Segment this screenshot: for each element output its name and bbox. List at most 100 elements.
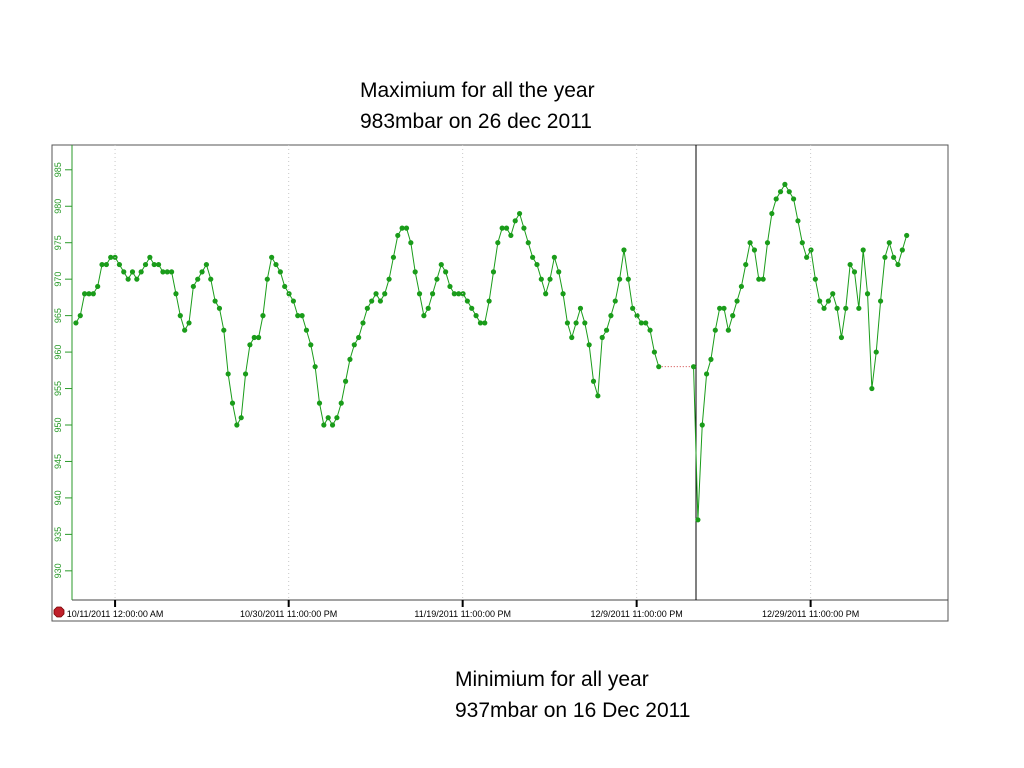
data-point bbox=[260, 313, 266, 319]
data-point bbox=[299, 313, 305, 319]
y-tick-label: 965 bbox=[53, 308, 63, 323]
data-point bbox=[408, 240, 414, 246]
x-tick-label: 12/9/2011 11:00:00 PM bbox=[591, 609, 683, 619]
data-point bbox=[155, 261, 162, 268]
data-point bbox=[86, 291, 92, 297]
data-point bbox=[882, 254, 888, 260]
data-point bbox=[164, 269, 170, 275]
data-point bbox=[869, 385, 875, 392]
data-point bbox=[625, 276, 631, 282]
data-point bbox=[843, 305, 849, 311]
data-point bbox=[364, 305, 370, 311]
data-point bbox=[351, 342, 357, 348]
data-point bbox=[177, 313, 183, 319]
data-point bbox=[186, 320, 192, 326]
y-tick-label: 960 bbox=[53, 345, 63, 360]
data-point bbox=[77, 313, 83, 319]
data-point bbox=[556, 269, 562, 275]
data-point bbox=[456, 291, 462, 297]
data-point bbox=[325, 415, 331, 421]
data-point bbox=[773, 196, 779, 202]
data-point bbox=[134, 276, 140, 282]
y-tick-label: 950 bbox=[53, 417, 63, 432]
data-point bbox=[712, 327, 718, 333]
data-point bbox=[643, 320, 649, 326]
data-point bbox=[216, 305, 223, 311]
data-point bbox=[142, 261, 149, 268]
data-point bbox=[477, 320, 484, 326]
data-point bbox=[434, 276, 440, 282]
data-point bbox=[95, 283, 101, 290]
data-point bbox=[512, 218, 518, 224]
data-point bbox=[508, 232, 514, 239]
data-point bbox=[264, 276, 270, 282]
data-point bbox=[377, 298, 383, 304]
x-tick-label: 10/11/2011 12:00:00 AM bbox=[67, 609, 164, 619]
data-point bbox=[608, 313, 614, 319]
data-point bbox=[356, 334, 362, 341]
data-point bbox=[447, 283, 453, 290]
annotation: Minimium for all year bbox=[455, 668, 649, 691]
data-point bbox=[308, 342, 314, 348]
data-point bbox=[160, 269, 166, 275]
data-point bbox=[121, 269, 127, 275]
data-point bbox=[195, 276, 201, 282]
data-point bbox=[725, 327, 731, 333]
data-point bbox=[864, 291, 871, 297]
data-point bbox=[690, 364, 697, 370]
data-point bbox=[782, 181, 788, 187]
data-point bbox=[290, 298, 296, 304]
data-point bbox=[560, 291, 566, 297]
data-point bbox=[656, 364, 662, 370]
data-point bbox=[316, 400, 323, 406]
data-point bbox=[312, 364, 318, 370]
data-point bbox=[764, 240, 771, 246]
y-tick-label: 985 bbox=[53, 162, 63, 177]
annotation: 983mbar on 26 dec 2011 bbox=[360, 110, 592, 133]
data-point bbox=[891, 254, 897, 260]
data-point bbox=[525, 240, 531, 246]
data-point bbox=[838, 334, 845, 341]
data-point bbox=[530, 254, 536, 260]
data-point bbox=[860, 247, 866, 253]
data-point bbox=[904, 232, 910, 239]
data-point bbox=[817, 298, 823, 304]
data-point bbox=[73, 320, 79, 326]
data-point bbox=[804, 254, 810, 260]
data-point bbox=[382, 291, 388, 297]
data-point bbox=[129, 269, 136, 275]
data-point bbox=[830, 291, 836, 297]
data-point bbox=[303, 327, 310, 333]
data-point bbox=[777, 189, 784, 195]
data-point bbox=[630, 305, 636, 311]
data-point bbox=[273, 261, 279, 268]
data-point bbox=[490, 269, 497, 275]
data-point bbox=[138, 269, 144, 275]
data-point bbox=[221, 327, 227, 333]
annotation: 937mbar on 16 Dec 2011 bbox=[455, 699, 690, 722]
data-point bbox=[390, 254, 397, 260]
data-point bbox=[821, 305, 827, 311]
data-point bbox=[899, 247, 905, 253]
data-point bbox=[569, 334, 575, 341]
data-point bbox=[225, 371, 231, 377]
data-point bbox=[856, 305, 862, 311]
data-point bbox=[329, 422, 336, 428]
data-point bbox=[851, 269, 858, 275]
data-point bbox=[242, 371, 249, 377]
data-point bbox=[169, 269, 175, 275]
data-point bbox=[708, 356, 714, 362]
data-point bbox=[277, 269, 283, 275]
data-point bbox=[208, 276, 214, 282]
data-point bbox=[551, 254, 557, 260]
y-tick-label: 935 bbox=[53, 527, 63, 542]
data-point bbox=[360, 320, 366, 326]
data-point bbox=[386, 276, 392, 282]
data-point bbox=[469, 305, 475, 311]
data-point bbox=[90, 291, 96, 297]
data-point bbox=[538, 276, 544, 282]
data-point bbox=[717, 305, 723, 311]
data-point bbox=[199, 269, 205, 275]
y-tick-label: 955 bbox=[53, 381, 63, 396]
